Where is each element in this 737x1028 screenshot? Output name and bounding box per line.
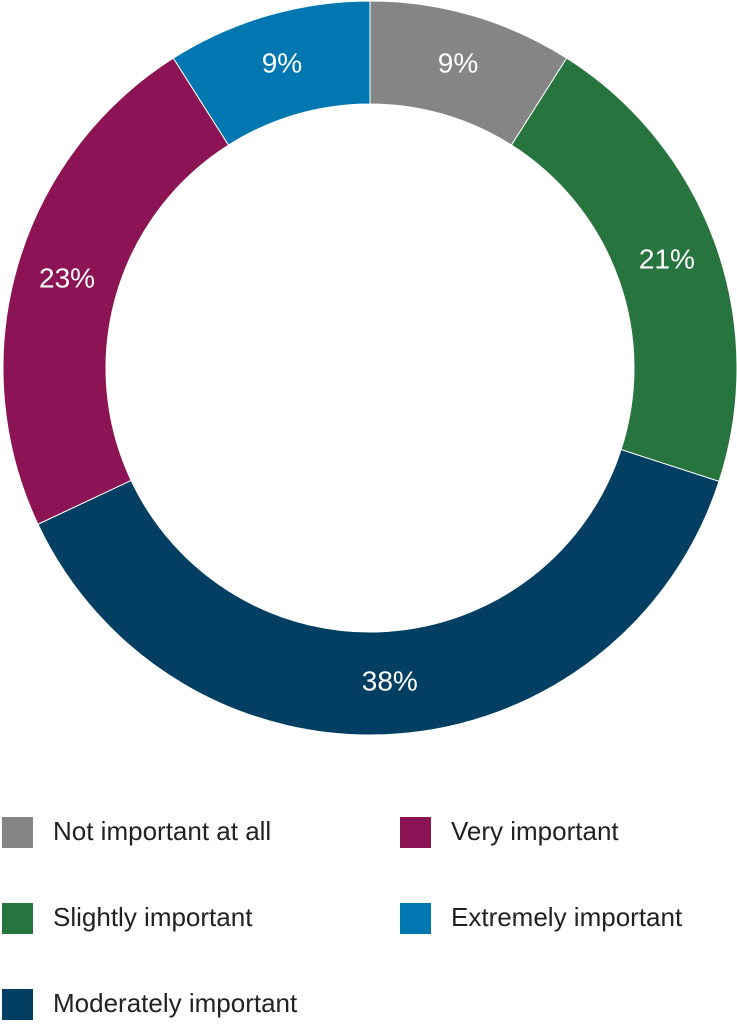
legend-label: Moderately important — [53, 988, 298, 1018]
donut-slice — [510, 57, 737, 483]
value-label: 9% — [438, 47, 478, 78]
legend-label: Slightly important — [53, 902, 253, 932]
value-label: 21% — [639, 244, 695, 275]
value-label: 23% — [39, 262, 95, 293]
legend-swatch — [400, 903, 431, 934]
legend-swatch — [2, 989, 33, 1020]
donut-slice — [2, 57, 230, 525]
donut-slice — [37, 448, 720, 736]
legend-swatch — [2, 903, 33, 934]
legend-label: Extremely important — [451, 902, 683, 932]
value-label: 38% — [362, 665, 418, 696]
legend-label: Not important at all — [53, 816, 271, 846]
donut-slice — [172, 0, 371, 146]
legend-swatch — [2, 817, 33, 848]
legend-swatch — [400, 817, 431, 848]
value-label: 9% — [262, 47, 302, 78]
legend-label: Very important — [451, 816, 619, 846]
